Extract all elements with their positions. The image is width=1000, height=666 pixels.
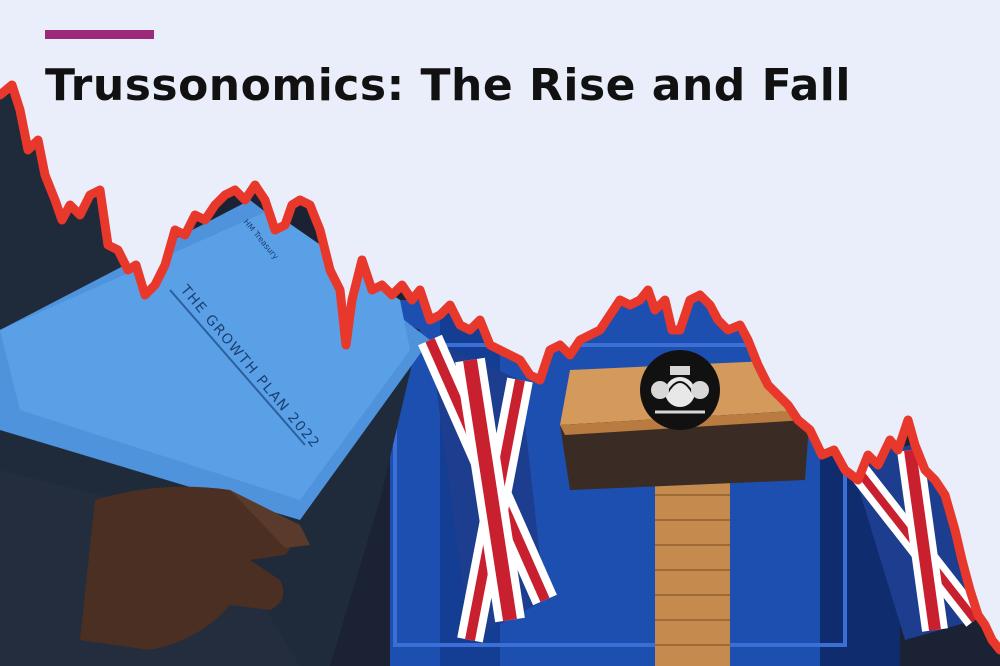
union-jack-flag-left — [418, 334, 557, 643]
accent-bar — [45, 30, 154, 39]
trend-line — [0, 80, 1000, 655]
growth-plan-folder: THE GROWTH PLAN 2022 HM Treasury — [0, 200, 430, 520]
union-jack-flag-right — [841, 440, 984, 640]
page-title: Trussonomics: The Rise and Fall — [45, 60, 851, 111]
royal-crest-icon — [640, 350, 720, 430]
